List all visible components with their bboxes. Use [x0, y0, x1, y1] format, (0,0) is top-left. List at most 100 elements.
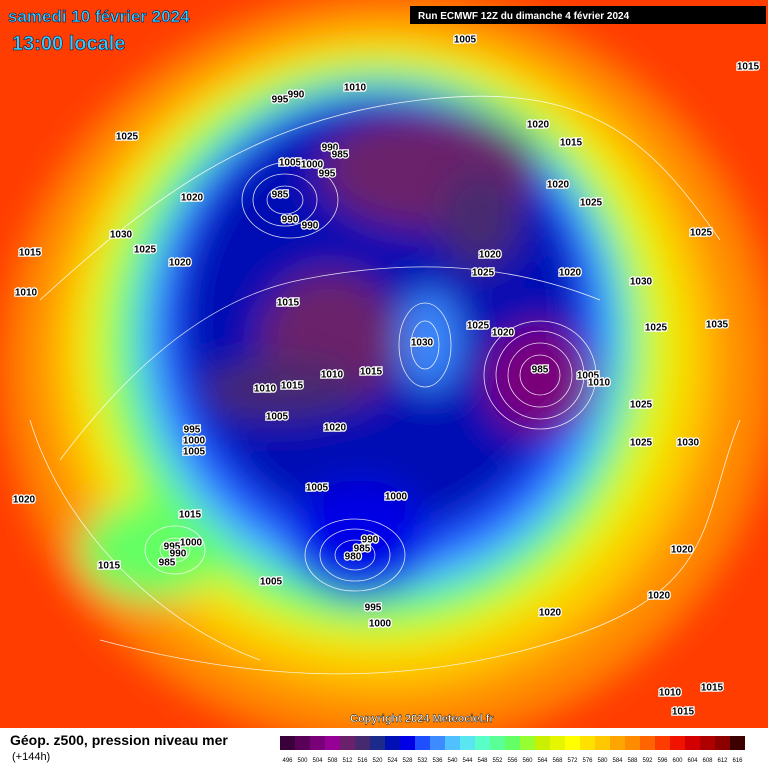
- scale-swatch: [610, 736, 625, 750]
- isobar-label: 1015: [737, 62, 760, 73]
- isobar-label: 1020: [169, 258, 192, 269]
- scale-swatch: [325, 736, 340, 750]
- scale-label: 572: [567, 758, 578, 764]
- isobar-label: 1020: [13, 495, 36, 506]
- scale-swatch: [400, 736, 415, 750]
- scale-label: 524: [387, 758, 398, 764]
- scale-swatch: [340, 736, 355, 750]
- isobar-label: 1020: [539, 608, 562, 619]
- isobar-label: 980: [345, 552, 362, 563]
- isobar-label: 1015: [281, 381, 304, 392]
- isobar-label: 1020: [492, 328, 515, 339]
- isobar-label: 1025: [690, 228, 713, 239]
- isobar-label: 1000: [301, 160, 324, 171]
- scale-label: 516: [357, 758, 368, 764]
- isobar-label: 1030: [677, 438, 700, 449]
- isobar-label: 1010: [344, 83, 367, 94]
- isobar-label: 1020: [671, 545, 694, 556]
- isobar-label: 1020: [648, 591, 671, 602]
- scale-label: 564: [537, 758, 548, 764]
- run-banner: [410, 6, 766, 24]
- scale-label: 532: [417, 758, 428, 764]
- scale-label: 556: [507, 758, 518, 764]
- scale-label: 608: [702, 758, 713, 764]
- scale-label: 576: [582, 758, 593, 764]
- isobar-label: 990: [288, 90, 305, 101]
- isobar-label: 1000: [183, 436, 206, 447]
- isobar-label: 985: [159, 558, 176, 569]
- isobar-label: 995: [272, 95, 289, 106]
- isobar-label: 995: [319, 169, 336, 180]
- scale-swatch: [670, 736, 685, 750]
- isobar-label: 1005: [260, 577, 283, 588]
- scale-label: 584: [612, 758, 623, 764]
- scale-swatch: [625, 736, 640, 750]
- isobar-label: 985: [532, 365, 549, 376]
- scale-label: 508: [327, 758, 338, 764]
- scale-swatch: [355, 736, 370, 750]
- isobar-label: 985: [272, 190, 289, 201]
- isobar-label: 985: [354, 544, 371, 555]
- isobar-label: 1010: [588, 378, 611, 389]
- local-time: 13:00 locale: [12, 33, 125, 55]
- isobar-label: 1025: [467, 321, 490, 332]
- scale-label: 548: [477, 758, 488, 764]
- isobar-label: 1015: [98, 561, 121, 572]
- scale-swatch: [295, 736, 310, 750]
- isobar-label: 1015: [179, 510, 202, 521]
- scale-swatch: [445, 736, 460, 750]
- scale-label: 544: [462, 758, 473, 764]
- isobar-label: 1005: [577, 371, 600, 382]
- isobar-label: 1030: [110, 230, 133, 241]
- scale-swatch: [595, 736, 610, 750]
- scale-swatch: [460, 736, 475, 750]
- isobar-label: 1025: [134, 245, 157, 256]
- isobar-label: 1020: [559, 268, 582, 279]
- scale-label: 512: [342, 758, 353, 764]
- isobar-label: 995: [184, 425, 201, 436]
- isobar-label: 990: [170, 549, 187, 560]
- isobar-label: 1000: [385, 492, 408, 503]
- scale-label: 600: [672, 758, 683, 764]
- color-scale: 496 500 504 508 512 516 520 524 528 532 536 540 544 5…: [280, 736, 745, 764]
- scale-label: 604: [687, 758, 698, 764]
- scale-label: 612: [717, 758, 728, 764]
- scale-swatch: [700, 736, 715, 750]
- isobar-label: 1005: [266, 412, 289, 423]
- scale-swatch: [565, 736, 580, 750]
- scale-label: 596: [657, 758, 668, 764]
- isobar-label: 990: [362, 535, 379, 546]
- isobar-label: 1020: [181, 193, 204, 204]
- isobar-label: 1025: [472, 268, 495, 279]
- scale-label: 552: [492, 758, 503, 764]
- isobar-label: 1035: [706, 320, 729, 331]
- isobar-label: 1025: [630, 438, 653, 449]
- scale-label: 528: [402, 758, 413, 764]
- isobar-label: 1010: [15, 288, 38, 299]
- scale-swatch: [520, 736, 535, 750]
- scale-swatch: [730, 736, 745, 750]
- isobar-label: 1020: [547, 180, 570, 191]
- isobar-label: 985: [332, 150, 349, 161]
- scale-label: 616: [732, 758, 743, 764]
- isobar-label: 1025: [580, 198, 603, 209]
- scale-swatch: [280, 736, 295, 750]
- scale-swatch: [505, 736, 520, 750]
- scale-swatch: [655, 736, 670, 750]
- scale-swatch: [415, 736, 430, 750]
- isobar-label: 990: [302, 221, 319, 232]
- scale-label: 496: [282, 758, 293, 764]
- isobar-label: 1030: [630, 277, 653, 288]
- scale-swatch: [475, 736, 490, 750]
- isobar-label: 1005: [183, 447, 206, 458]
- isobar-label: 1000: [369, 619, 392, 630]
- lead-time: (+144h): [12, 751, 50, 763]
- scale-swatch: [550, 736, 565, 750]
- scale-swatch: [535, 736, 550, 750]
- isobar-label: 1025: [116, 132, 139, 143]
- scale-label: 592: [642, 758, 653, 764]
- scale-label: 580: [597, 758, 608, 764]
